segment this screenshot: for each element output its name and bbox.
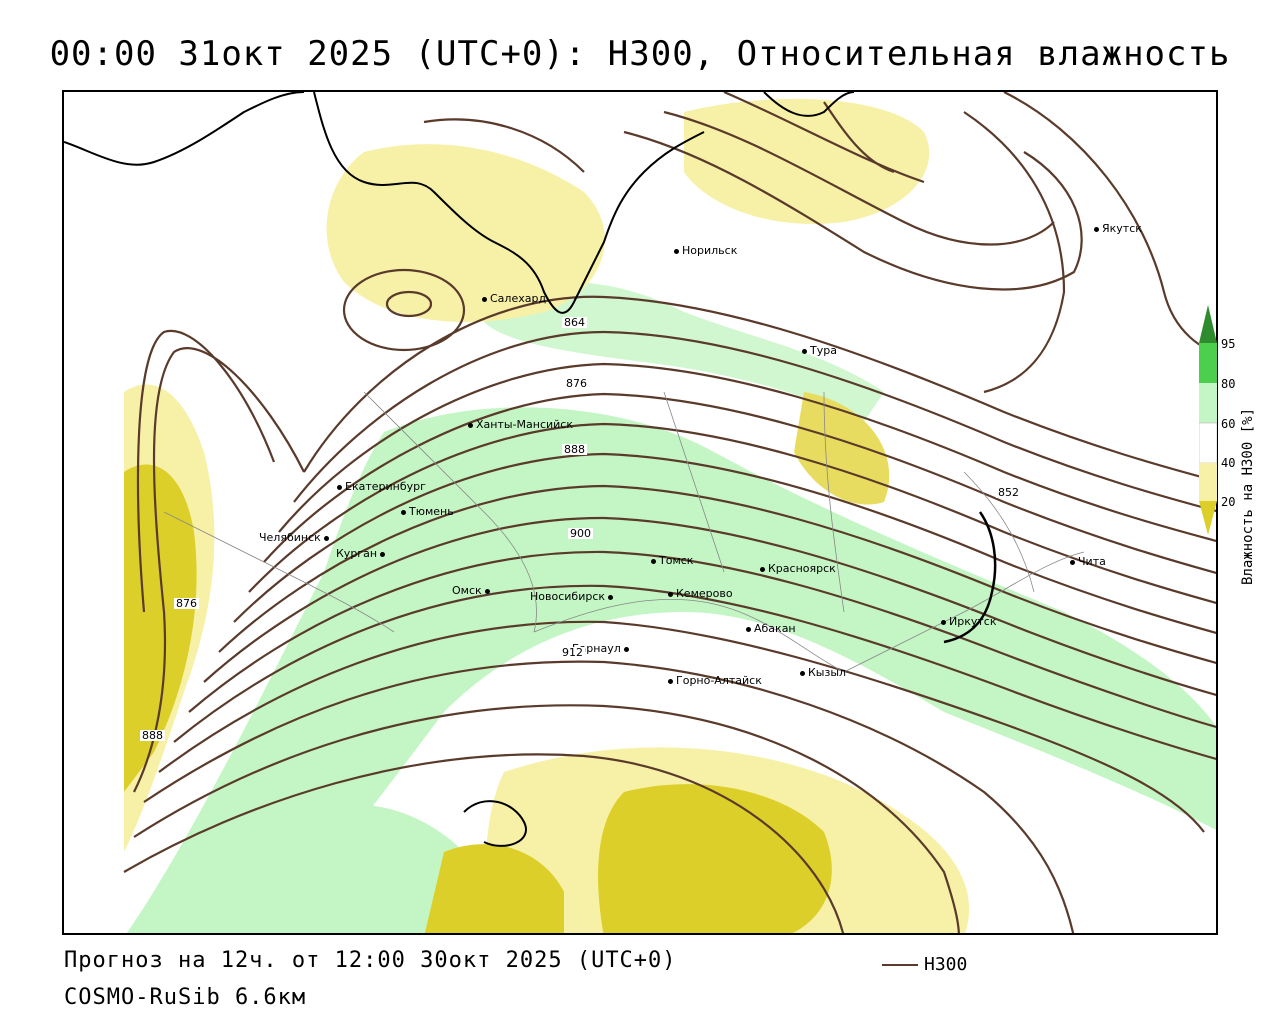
city-salekhard: Салехард: [482, 292, 546, 305]
colorbar-tick: 20: [1221, 495, 1236, 509]
colorbar-tick: 60: [1221, 417, 1236, 431]
colorbar-60: [1199, 383, 1217, 423]
contour-legend: H300: [882, 954, 967, 975]
admin-boundaries: [163, 391, 1085, 673]
city-gorno-altaysk: Горно-Алтайск: [668, 674, 762, 687]
city-norilsk: Норильск: [674, 244, 737, 257]
colorbar-tick: 80: [1221, 377, 1236, 391]
contour-label: 888: [562, 443, 587, 456]
legend-line-swatch: [882, 963, 918, 966]
map-canvas: [64, 92, 1216, 933]
city-kyzyl: Кызыл: [800, 666, 846, 679]
humidity-green-south: [265, 804, 464, 933]
city-krasnoyarsk: Красноярск: [760, 562, 836, 575]
contour-label: 876: [564, 377, 589, 390]
humidity-yellow-ne: [684, 98, 930, 224]
city-yakutsk: Якутск: [1094, 222, 1142, 235]
city-ekaterinburg: Екатеринбург: [337, 480, 426, 493]
city-tura: Тура: [802, 344, 837, 357]
contour-label: 900: [568, 527, 593, 540]
colorbar-20: [1199, 463, 1217, 501]
contour-label: 876: [174, 597, 199, 610]
colorbar-tick: 95: [1221, 337, 1236, 351]
contour-label: 852: [996, 486, 1021, 499]
model-info: COSMO-RuSib 6.6км: [64, 985, 307, 1010]
contour-label: 864: [562, 316, 587, 329]
map-title: 00:00 31окт 2025 (UTC+0): H300, Относите…: [49, 34, 1231, 74]
contour-label: 888: [140, 729, 165, 742]
city-tomsk: Томск: [651, 554, 693, 567]
humidity-yellow-center: [794, 392, 890, 505]
map-panel: Якутск Норильск Салехард Тура Ханты-Манс…: [62, 90, 1218, 935]
colorbar-0: [1199, 501, 1217, 535]
colorbar-title: Влажность на H300 [%]: [1240, 407, 1256, 585]
colorbar-80: [1199, 343, 1217, 383]
city-tyumen: Тюмень: [401, 505, 454, 518]
colorbar-40: [1199, 422, 1217, 464]
humidity-yellow-north: [326, 144, 605, 322]
forecast-info: Прогноз на 12ч. от 12:00 30окт 2025 (UTC…: [64, 948, 677, 973]
humidity-colorbar: [1199, 305, 1217, 535]
humidity-green-north: [484, 281, 884, 422]
city-novosibirsk: Новосибирск: [530, 590, 616, 603]
humidity-dark-yellow-sw: [424, 844, 564, 933]
legend-label: H300: [924, 954, 968, 975]
humidity-green-band: [126, 407, 1216, 933]
city-chelyabinsk: Челябинск: [259, 531, 332, 544]
colorbar-95: [1199, 305, 1217, 343]
lake-baikal: [943, 511, 997, 644]
contour-label: 912: [560, 646, 585, 659]
city-chita: Чита: [1070, 555, 1106, 568]
city-kemerovo: Кемерово: [668, 587, 733, 600]
city-kurgan: Курган: [336, 547, 388, 560]
humidity-dark-yellow-south: [598, 784, 832, 933]
city-omsk: Омск: [452, 584, 493, 597]
colorbar-tick: 40: [1221, 456, 1236, 470]
humidity-dark-yellow-west: [124, 464, 197, 792]
city-irkutsk: Иркутск: [941, 615, 996, 628]
coastlines: [64, 92, 855, 847]
h300-contours: [123, 92, 1216, 933]
city-abakan: Абакан: [746, 622, 796, 635]
city-khanty-mansiysk: Ханты-Мансийск: [468, 418, 573, 431]
